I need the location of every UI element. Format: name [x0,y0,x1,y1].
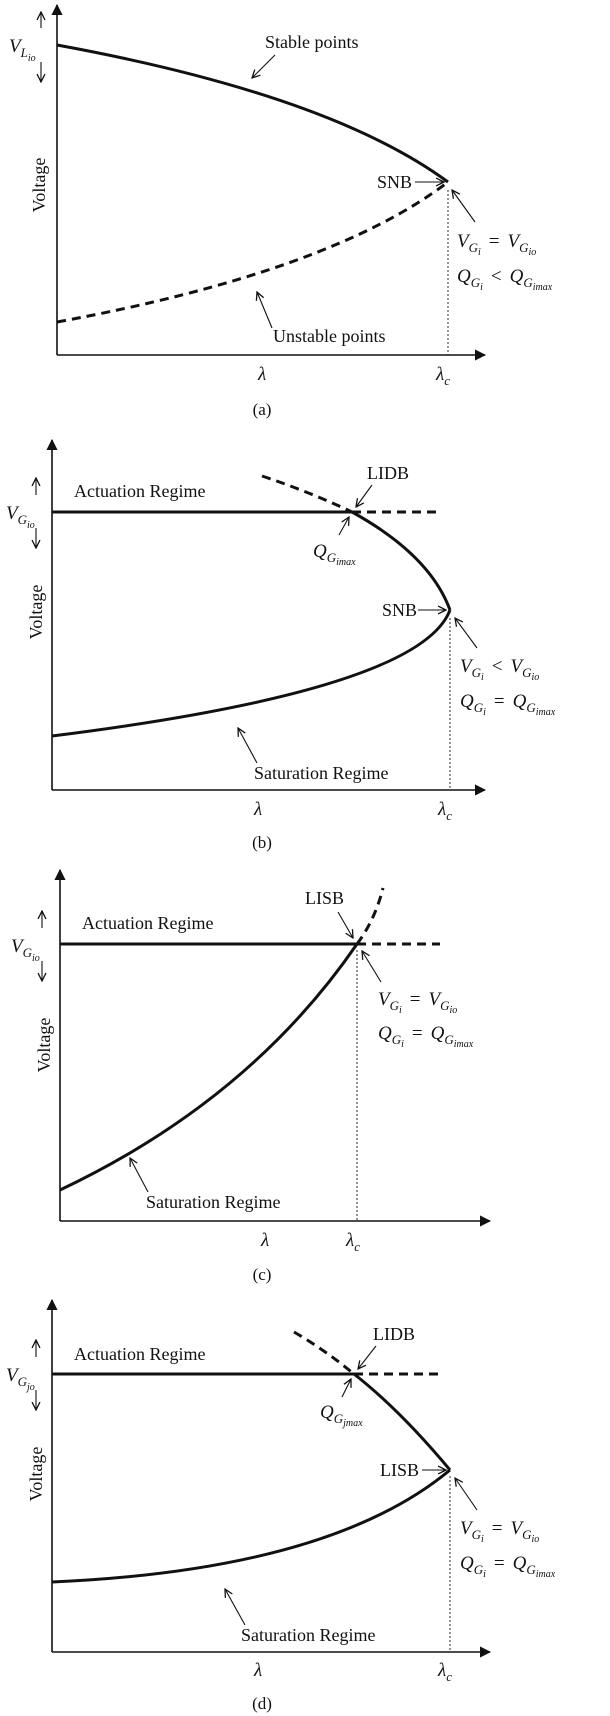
stable-branch-curve [56,43,449,184]
condition-pointer [452,190,476,223]
saturation-branch-curve [59,943,359,1192]
q-max-label: QGjmax [320,1402,363,1429]
lidb-dashed-curve [261,474,353,514]
lambda-c-label: λc [345,1230,360,1254]
actuation-regime-label: Actuation Regime [74,1344,205,1364]
lidb-label: LIDB [367,463,409,483]
lisb-dashed-curve [355,887,385,945]
saturation-pointer [238,728,258,764]
condition-pointer [455,618,478,649]
unstable-branch-curve [56,180,449,324]
saturation-regime-label: Saturation Regime [254,763,388,783]
snb-label: SNB [382,600,417,620]
condition-pointer [455,1478,478,1511]
condition-line-1: VGi= VGio [460,1518,539,1545]
saturation-pointer [130,1158,149,1193]
lambda-label: λ [260,1230,269,1251]
saturation-regime-label: Saturation Regime [146,1192,280,1212]
condition-line-2: QGi< QGimax [457,266,553,293]
lambda-label: λ [253,1660,262,1681]
v-level-label: VGjo [6,1365,35,1393]
lambda-c-label: λc [437,1660,452,1684]
panel-b: VGio Voltage Actuation Regime Saturation… [6,438,556,852]
lambda-label: λ [253,799,262,820]
y-axis-title: Voltage [29,158,49,213]
condition-line-2: QGi= QGimax [378,1023,474,1050]
lambda-c-label: λc [435,364,450,388]
condition-line-2: QGi= QGimax [460,1553,556,1580]
lambda-label: λ [257,364,266,385]
stable-pointer [252,54,276,78]
condition-line-1: VGi< VGio [460,656,539,683]
saturation-pointer [225,1589,246,1626]
panel-c: VGio Voltage Actuation Regime Saturation… [11,868,492,1284]
q-max-pointer [338,517,349,536]
actuation-regime-label: Actuation Regime [82,913,213,933]
v-level-label: VGio [6,503,35,531]
q-max-pointer [341,1379,351,1398]
lidb-pointer [358,1345,377,1369]
caption-c: (c) [253,1265,272,1284]
lisb-label: LISB [305,888,344,908]
condition-line-2: QGi= QGimax [460,691,556,718]
lidb-dashed-curve [293,1330,355,1376]
saturation-branch-curve [51,609,452,738]
caption-a: (a) [253,400,272,419]
condition-pointer [362,951,382,983]
upper-branch-curve [353,1372,452,1471]
panel-a: VLio Voltage Stable points Unstable poin… [9,3,553,419]
q-max-label: QGimax [313,541,356,568]
caption-b: (b) [252,833,272,852]
y-axis-title: Voltage [34,1018,54,1073]
saturation-branch-curve [51,1468,451,1584]
lambda-c-label: λc [437,799,452,823]
lidb-pointer [356,484,373,507]
lisb-pointer [337,911,353,938]
saturation-regime-label: Saturation Regime [241,1625,375,1645]
lisb-label: LISB [380,1460,419,1480]
actuation-regime-label: Actuation Regime [74,481,205,501]
v-level-label: VLio [9,36,36,64]
y-axis-title: Voltage [26,585,46,640]
condition-line-1: VGi= VGio [378,989,457,1016]
upper-branch-curve [351,510,452,611]
v-level-label: VGio [11,936,40,964]
snb-label: SNB [377,172,412,192]
unstable-points-label: Unstable points [273,326,386,346]
unstable-pointer [257,292,273,329]
panel-d: VGjo Voltage Actuation Regime Saturation… [6,1298,556,1713]
stable-points-label: Stable points [265,32,359,52]
y-axis-title: Voltage [26,1447,46,1502]
caption-d: (d) [252,1694,272,1713]
lidb-label: LIDB [373,1324,415,1344]
condition-line-1: VGi= VGio [457,231,536,258]
